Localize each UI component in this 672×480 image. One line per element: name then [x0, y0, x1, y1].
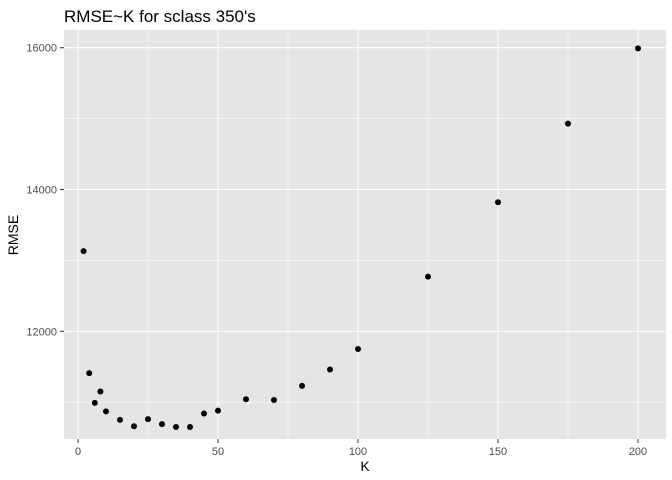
- data-point: [425, 273, 431, 280]
- x-tick-label: 150: [489, 446, 507, 458]
- x-axis-ticks: 0 50 100 150 200: [75, 439, 647, 458]
- y-tick-label: 16000: [26, 43, 57, 55]
- data-point: [565, 120, 571, 127]
- data-point: [131, 423, 137, 430]
- major-gridlines: [64, 30, 666, 439]
- plot-panel: [64, 30, 666, 439]
- x-tick-label: 100: [349, 446, 367, 458]
- data-point: [635, 45, 641, 52]
- data-point: [159, 421, 165, 428]
- data-point: [495, 199, 501, 206]
- data-point: [355, 345, 361, 352]
- x-tick-label: 50: [212, 446, 224, 458]
- y-tick-label: 12000: [26, 326, 57, 338]
- data-points: [80, 45, 641, 430]
- data-point: [327, 366, 333, 373]
- data-point: [86, 370, 93, 377]
- data-point: [215, 407, 221, 414]
- data-point: [145, 416, 151, 423]
- y-axis-label: RMSE: [5, 215, 21, 255]
- data-point: [173, 423, 179, 430]
- data-point: [271, 397, 277, 404]
- x-axis-label: K: [360, 458, 370, 474]
- chart-title: RMSE~K for sclass 350's: [64, 7, 256, 26]
- data-point: [201, 410, 207, 417]
- minor-gridlines: [64, 30, 666, 439]
- data-point: [299, 382, 305, 389]
- y-tick-label: 14000: [26, 184, 57, 196]
- data-point: [97, 388, 104, 395]
- x-tick-label: 0: [75, 446, 81, 458]
- data-point: [91, 399, 98, 406]
- data-point: [103, 408, 109, 415]
- data-point: [80, 248, 87, 255]
- data-point: [117, 416, 123, 423]
- data-point: [243, 396, 249, 403]
- y-axis-ticks: 12000 14000 16000: [26, 43, 64, 338]
- data-point: [187, 423, 193, 430]
- x-tick-label: 200: [629, 446, 647, 458]
